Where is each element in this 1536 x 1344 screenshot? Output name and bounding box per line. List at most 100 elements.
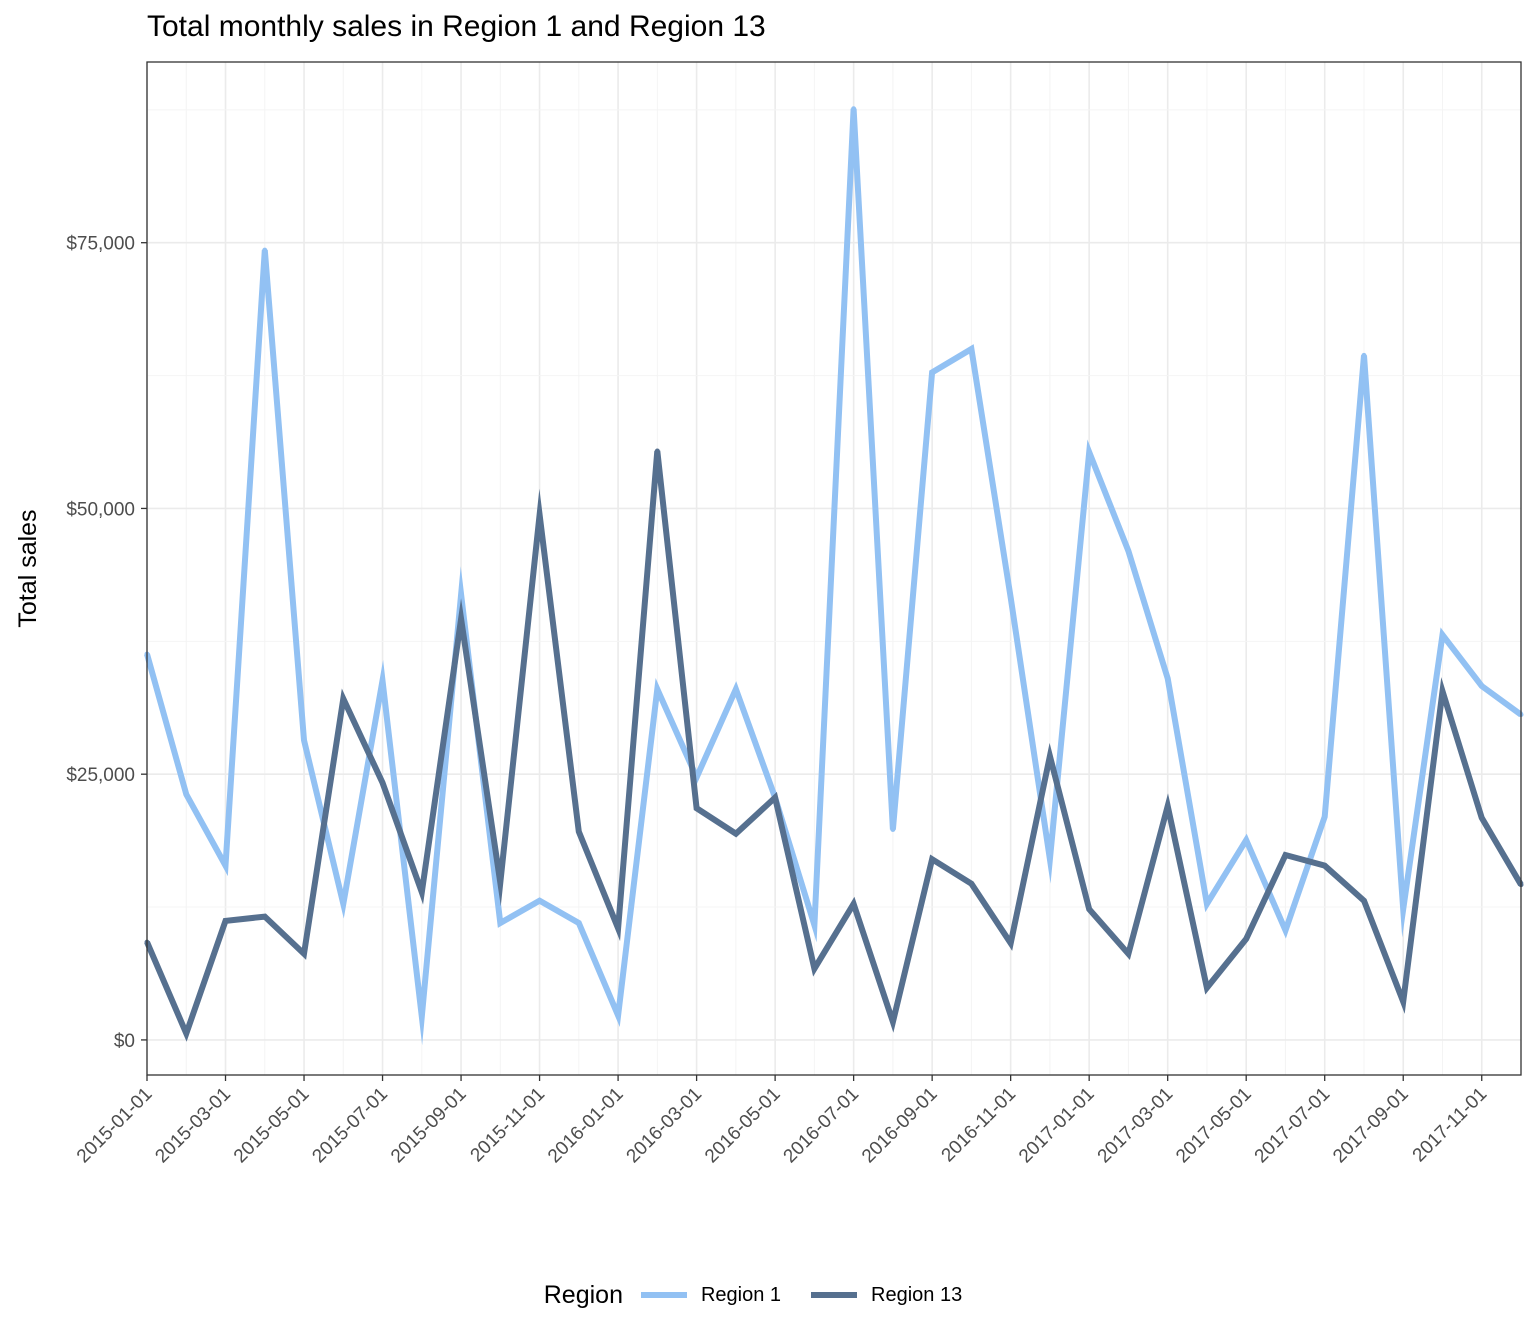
- data-point-region-13: [890, 1019, 896, 1025]
- data-point-region-13: [851, 901, 857, 907]
- x-tick-label: 2017-03-01: [1094, 1084, 1178, 1168]
- chart-title: Total monthly sales in Region 1 and Regi…: [147, 10, 766, 43]
- y-tick-label: $75,000: [66, 234, 135, 255]
- data-point-region-13: [380, 780, 386, 786]
- legend-label-region-13: Region 13: [871, 1283, 963, 1306]
- data-point-region-1: [1361, 352, 1367, 358]
- data-point-region-1: [1125, 548, 1131, 554]
- x-tick-label: 2015-11-01: [467, 1084, 550, 1167]
- data-point-region-13: [1086, 906, 1092, 912]
- x-tick-label: 2015-03-01: [151, 1084, 235, 1168]
- line-chart: $0 $25,000 $50,000 $75,000 2015-01-012015-03…: [14, 61, 1524, 1168]
- data-point-region-13: [576, 829, 582, 835]
- data-point-region-1: [1322, 814, 1328, 820]
- x-tick-label: 2016-05-01: [701, 1084, 785, 1168]
- data-point-region-13: [262, 914, 268, 920]
- data-point-region-13: [301, 951, 307, 957]
- data-point-region-1: [929, 369, 935, 375]
- data-point-region-1: [968, 346, 974, 352]
- data-point-region-1: [262, 247, 268, 253]
- data-point-region-13: [1400, 999, 1406, 1005]
- x-tick-label: 2017-01-01: [1015, 1084, 1099, 1168]
- data-point-region-13: [929, 856, 935, 862]
- x-tick-label: 2017-05-01: [1172, 1084, 1256, 1168]
- legend-key-region-13: [811, 1292, 858, 1298]
- data-point-region-1: [1047, 856, 1053, 862]
- data-point-region-13: [733, 831, 739, 837]
- legend-key-region-1: [640, 1292, 687, 1298]
- data-point-region-13: [340, 696, 346, 702]
- data-point-region-1: [1400, 906, 1406, 912]
- data-point-region-13: [1282, 852, 1288, 858]
- legend-item-region-1: Region 1: [640, 1283, 782, 1307]
- data-point-region-1: [576, 920, 582, 926]
- data-point-region-13: [223, 918, 229, 924]
- data-point-region-1: [1008, 595, 1014, 601]
- data-point-region-13: [1008, 940, 1014, 946]
- y-tick-label: $50,000: [66, 499, 135, 520]
- x-tick-label: 2015-05-01: [230, 1084, 314, 1168]
- data-point-region-1: [380, 678, 386, 684]
- y-axis-label: Total sales: [14, 509, 42, 627]
- data-point-region-13: [537, 512, 543, 518]
- data-point-region-1: [1204, 901, 1210, 907]
- data-point-region-1: [615, 1012, 621, 1018]
- data-point-region-13: [1125, 951, 1131, 957]
- data-point-region-13: [1322, 863, 1328, 869]
- legend: Region Region 1 Region 13: [0, 1270, 1536, 1320]
- data-point-region-1: [1165, 676, 1171, 682]
- legend-title: Region: [543, 1280, 623, 1309]
- data-point-region-13: [1204, 985, 1210, 991]
- data-point-region-13: [811, 966, 817, 972]
- data-point-region-1: [733, 686, 739, 692]
- data-point-region-13: [1479, 815, 1485, 821]
- x-tick-label: 2015-01-01: [73, 1084, 157, 1168]
- data-point-region-13: [968, 881, 974, 887]
- data-point-region-13: [458, 616, 464, 622]
- data-point-region-1: [458, 592, 464, 598]
- x-tick-label: 2015-07-01: [308, 1084, 392, 1168]
- x-tick-label: 2017-07-01: [1251, 1084, 1335, 1168]
- data-point-region-13: [1439, 688, 1445, 694]
- data-point-region-1: [497, 920, 503, 926]
- plot-panel-border: [146, 61, 1522, 1076]
- x-tick-label: 2017-11-01: [1409, 1084, 1492, 1167]
- x-tick-label: 2017-09-01: [1329, 1084, 1413, 1168]
- x-tick-label: 2016-01-01: [544, 1084, 628, 1168]
- y-tick-label: $25,000: [66, 765, 135, 786]
- data-point-region-1: [1479, 683, 1485, 689]
- x-tick-label: 2016-07-01: [780, 1084, 864, 1168]
- data-point-region-13: [615, 925, 621, 931]
- data-point-region-13: [419, 889, 425, 895]
- data-point-region-13: [1243, 936, 1249, 942]
- x-tick-label: 2016-03-01: [623, 1084, 707, 1168]
- data-point-region-13: [1165, 803, 1171, 809]
- x-tick-label: 2016-11-01: [938, 1084, 1021, 1167]
- data-point-region-1: [851, 106, 857, 112]
- data-point-region-1: [654, 686, 660, 692]
- data-point-region-13: [1047, 753, 1053, 759]
- data-point-region-1: [1439, 632, 1445, 638]
- data-point-region-1: [340, 901, 346, 907]
- data-point-region-13: [654, 448, 660, 454]
- x-tick-label: 2016-09-01: [858, 1084, 942, 1168]
- legend-item-region-13: Region 13: [811, 1284, 962, 1307]
- data-point-region-1: [301, 737, 307, 743]
- data-point-region-13: [183, 1031, 189, 1037]
- data-point-region-13: [694, 805, 700, 811]
- x-tick-label: 2015-09-01: [387, 1084, 471, 1168]
- data-point-region-1: [1086, 449, 1092, 455]
- data-point-region-13: [1361, 898, 1367, 904]
- data-point-region-1: [811, 922, 817, 928]
- data-point-region-1: [890, 826, 896, 832]
- series-line-region-1: [144, 108, 1523, 1046]
- data-point-region-1: [537, 898, 543, 904]
- data-point-region-1: [223, 863, 229, 869]
- data-point-region-1: [1243, 837, 1249, 843]
- series-lines: [144, 106, 1524, 1046]
- axes: $0 $25,000 $50,000 $75,000 2015-01-012015-03…: [66, 234, 1491, 1168]
- legend-label-region-1: Region 1: [700, 1283, 782, 1306]
- data-point-region-1: [183, 791, 189, 797]
- data-point-region-13: [772, 795, 778, 801]
- data-point-region-1: [419, 1014, 425, 1020]
